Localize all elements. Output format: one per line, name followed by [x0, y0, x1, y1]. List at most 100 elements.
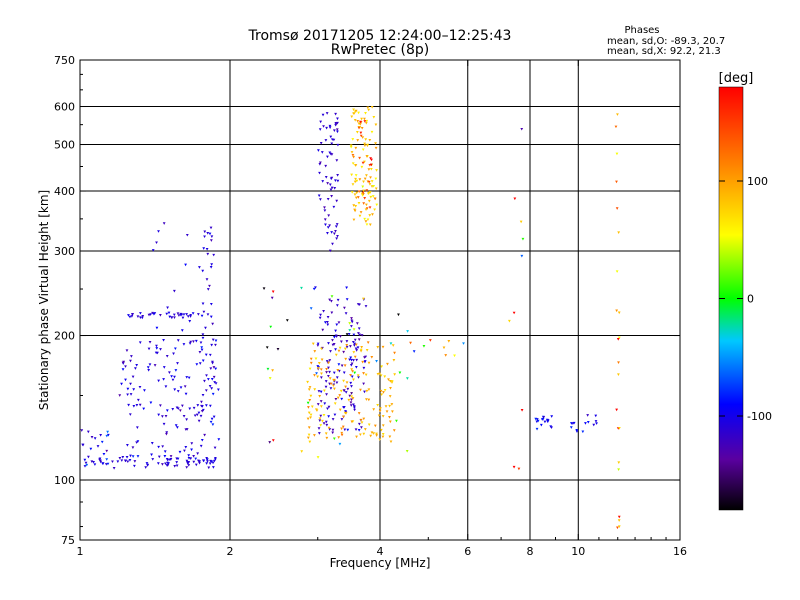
data-point-F1-O-upper: [328, 151, 332, 155]
data-point-F-X-lower: [370, 431, 374, 434]
data-point-F-O-lower: [350, 358, 353, 362]
data-point-Es-cloud: [135, 441, 139, 444]
data-point-E-low: [81, 443, 85, 447]
data-point-F1-O-upper: [318, 162, 322, 166]
data-point-Es-cloud: [173, 388, 177, 391]
x-tick-label: 1: [77, 545, 84, 558]
data-point-F-X-lower: [350, 395, 354, 398]
data-point-F-X-lower: [333, 378, 336, 382]
data-point-F1-X-upper: [366, 218, 370, 222]
data-point-Es-cloud: [165, 431, 169, 434]
colorbar-tick-label: 0: [747, 293, 754, 306]
data-point-spike-1.8: [210, 343, 214, 347]
data-point-F1-O-upper: [328, 249, 332, 253]
data-point-col-7.5: [512, 311, 516, 315]
data-point-mid-scatter: [348, 322, 352, 325]
data-point-Es-cloud: [136, 440, 140, 443]
data-point-F-O-lower: [325, 423, 329, 427]
data-point-F1-X-upper: [354, 109, 358, 113]
data-point-Es-cloud: [162, 422, 166, 426]
data-point-Es-cloud: [200, 410, 204, 413]
data-point-F1-O-upper: [335, 199, 339, 203]
data-point-F-O-lower: [352, 333, 356, 337]
data-point-F-O-lower: [352, 403, 355, 407]
data-point-F1-X-upper: [366, 192, 370, 196]
data-point-spike-1.8: [203, 379, 206, 383]
data-point-E-trace: [145, 462, 149, 465]
data-point-F1-O-upper: [319, 198, 322, 201]
data-point-mid-scatter: [345, 333, 349, 336]
data-point-Es-cloud: [179, 386, 183, 389]
data-point-horizontal-220: [136, 315, 140, 318]
data-point-F1-X-upper: [354, 177, 357, 181]
data-point-F-O-lower: [335, 376, 339, 379]
colorbar-label: [deg]: [719, 71, 754, 86]
data-point-F-X-lower: [316, 367, 320, 370]
data-point-F-X-lower: [343, 347, 347, 351]
data-point-F-X-lower: [349, 374, 352, 377]
data-point-F1-O-upper: [334, 121, 338, 125]
data-point-E-trace: [192, 460, 196, 464]
data-point-F-X-lower: [313, 434, 316, 437]
data-point-Es-cloud: [163, 455, 167, 458]
data-point-F-X-lower: [392, 358, 396, 362]
data-point-Es-cloud: [180, 404, 184, 408]
data-point-Es-cloud: [121, 368, 125, 371]
data-point-F1-X-upper: [363, 177, 367, 181]
data-point-F1-X-upper: [361, 136, 365, 139]
data-point-F1-X-upper: [355, 191, 359, 195]
data-point-E-trace: [104, 463, 108, 466]
data-point-F-X-lower: [373, 424, 377, 428]
data-point-spike-1.8: [211, 322, 215, 326]
data-point-mid-scatter: [268, 377, 272, 380]
data-point-F1-O-upper: [334, 229, 337, 233]
data-point-F-O-lower: [331, 418, 335, 421]
data-point-F-O-lower: [330, 311, 334, 315]
data-point-F-X-lower: [318, 395, 322, 398]
data-point-Es-cloud: [153, 364, 157, 367]
data-point-F-O-lower: [340, 364, 344, 368]
data-point-Es-cloud: [188, 342, 192, 345]
data-point-cluster-8.5: [543, 420, 547, 424]
data-point-Es-cloud: [169, 455, 173, 458]
data-point-spike-1.8: [201, 359, 205, 363]
data-point-F1-X-upper: [362, 189, 366, 193]
data-point-E-trace: [92, 460, 95, 464]
data-point-F1-O-upper: [335, 159, 339, 162]
data-point-scatter-1.6: [155, 326, 159, 330]
data-point-Es-cloud: [214, 339, 218, 343]
data-point-mid-scatter: [316, 456, 320, 459]
data-point-F1-O-upper: [335, 223, 339, 226]
data-point-horizontal-220: [191, 312, 195, 315]
data-point-F-O-lower: [342, 350, 346, 354]
data-point-cluster-8.5: [534, 417, 538, 421]
data-point-E-trace: [87, 455, 90, 459]
data-point-Es-cloud: [135, 403, 139, 407]
data-point-horizontal-220: [127, 314, 130, 317]
data-point-F-O-lower: [328, 370, 331, 374]
data-point-tail-5: [412, 350, 416, 353]
data-point-F-X-lower: [393, 373, 397, 376]
data-point-mid-scatter: [271, 290, 275, 294]
data-point-Es-cloud: [125, 349, 129, 352]
data-point-horizontal-220: [168, 315, 172, 319]
data-point-F1-O-upper: [331, 242, 334, 246]
data-point-spike-1.8: [206, 231, 210, 235]
data-point-spike-1.8: [201, 333, 205, 336]
data-point-E-trace: [146, 463, 150, 467]
data-point-Es-cloud: [214, 367, 218, 371]
data-point-E-trace: [167, 462, 170, 465]
data-point-F-X-lower: [345, 344, 349, 347]
data-point-F1-X-upper: [374, 177, 378, 181]
data-point-col-12: [615, 152, 619, 156]
data-point-F-X-lower: [322, 413, 326, 417]
data-point-F-X-lower: [329, 382, 333, 386]
data-point-E-trace: [157, 455, 161, 459]
data-point-F-O-lower: [348, 358, 352, 362]
data-point-F-X-lower: [375, 432, 378, 436]
data-point-Es-cloud: [172, 352, 175, 356]
data-point-F1-X-upper: [366, 143, 370, 147]
data-point-horizontal-220: [202, 310, 206, 314]
data-point-tail-5: [389, 342, 393, 346]
data-point-spike-1.8: [205, 374, 208, 377]
